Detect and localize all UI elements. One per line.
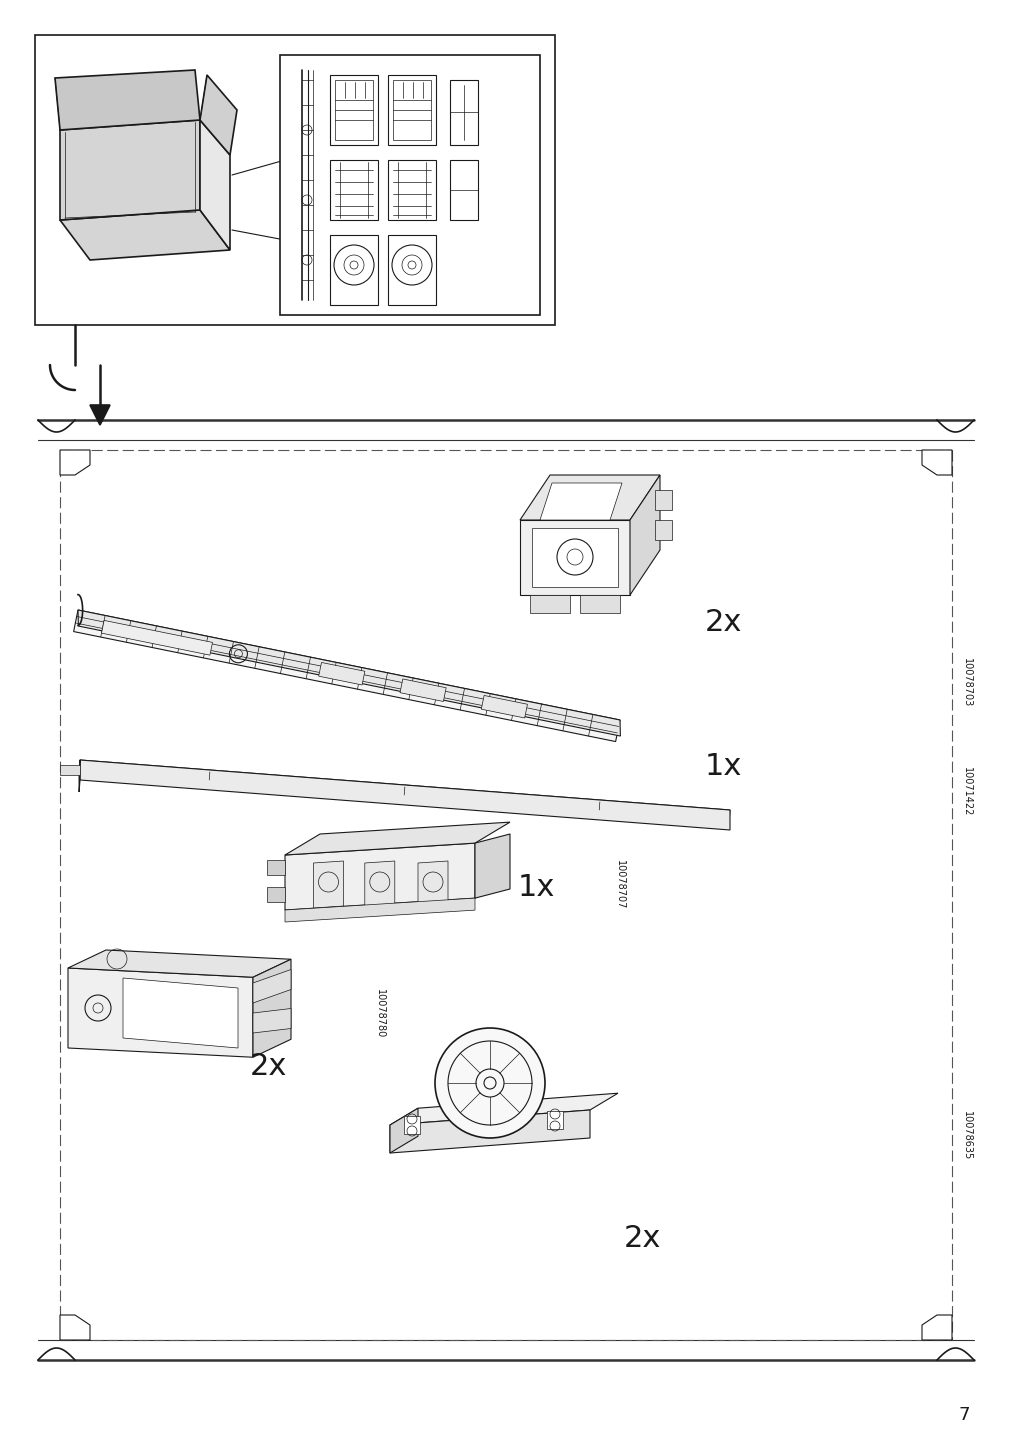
Polygon shape — [450, 80, 477, 145]
Polygon shape — [450, 160, 477, 221]
Polygon shape — [79, 760, 729, 822]
Polygon shape — [74, 610, 620, 742]
Text: 1x: 1x — [518, 874, 554, 902]
Polygon shape — [387, 74, 436, 145]
Polygon shape — [654, 520, 671, 540]
Polygon shape — [387, 235, 436, 305]
Polygon shape — [285, 843, 474, 909]
Polygon shape — [78, 610, 620, 736]
Polygon shape — [630, 475, 659, 596]
Polygon shape — [481, 696, 527, 717]
Polygon shape — [253, 959, 291, 1057]
Text: 7: 7 — [957, 1406, 969, 1423]
Polygon shape — [253, 969, 291, 1002]
Polygon shape — [389, 1108, 418, 1153]
Polygon shape — [389, 1110, 589, 1153]
Polygon shape — [123, 978, 238, 1048]
Polygon shape — [540, 483, 622, 520]
Polygon shape — [403, 1116, 420, 1134]
Polygon shape — [318, 663, 365, 684]
Polygon shape — [392, 80, 431, 140]
Polygon shape — [532, 528, 618, 587]
Polygon shape — [253, 1008, 291, 1032]
Polygon shape — [55, 70, 200, 130]
Text: 2x: 2x — [250, 1053, 286, 1081]
Polygon shape — [60, 765, 80, 775]
Polygon shape — [90, 405, 110, 425]
Text: 1x: 1x — [705, 752, 741, 780]
Polygon shape — [547, 1111, 562, 1128]
Polygon shape — [330, 74, 378, 145]
Polygon shape — [921, 450, 951, 475]
Polygon shape — [280, 54, 540, 315]
Text: 10071422: 10071422 — [960, 768, 971, 816]
Polygon shape — [579, 596, 620, 613]
Polygon shape — [520, 520, 630, 596]
Polygon shape — [418, 861, 448, 908]
Polygon shape — [389, 1093, 618, 1126]
Polygon shape — [520, 475, 659, 520]
Polygon shape — [330, 160, 378, 221]
Polygon shape — [267, 861, 285, 875]
Polygon shape — [267, 886, 285, 902]
Polygon shape — [921, 1315, 951, 1340]
Polygon shape — [200, 74, 237, 155]
Polygon shape — [285, 822, 510, 855]
Polygon shape — [60, 211, 229, 261]
Polygon shape — [335, 80, 373, 140]
Polygon shape — [68, 968, 253, 1057]
Polygon shape — [654, 490, 671, 510]
Text: 10078703: 10078703 — [960, 659, 971, 707]
Polygon shape — [313, 861, 343, 908]
Polygon shape — [35, 34, 554, 325]
Polygon shape — [60, 1315, 90, 1340]
Polygon shape — [60, 120, 200, 221]
Polygon shape — [101, 620, 212, 656]
Text: 10078707: 10078707 — [615, 861, 625, 909]
Polygon shape — [474, 833, 510, 898]
Polygon shape — [60, 450, 90, 475]
Text: 2x: 2x — [705, 609, 741, 637]
Polygon shape — [68, 949, 291, 977]
Polygon shape — [387, 160, 436, 221]
Polygon shape — [399, 679, 446, 702]
Text: 10078635: 10078635 — [960, 1111, 971, 1160]
Text: 10078780: 10078780 — [374, 990, 384, 1038]
Circle shape — [435, 1028, 545, 1138]
Polygon shape — [200, 120, 229, 251]
Polygon shape — [530, 596, 569, 613]
Text: 2x: 2x — [624, 1224, 660, 1253]
Polygon shape — [364, 861, 394, 908]
Polygon shape — [285, 898, 474, 922]
Polygon shape — [330, 235, 378, 305]
Polygon shape — [80, 760, 729, 831]
